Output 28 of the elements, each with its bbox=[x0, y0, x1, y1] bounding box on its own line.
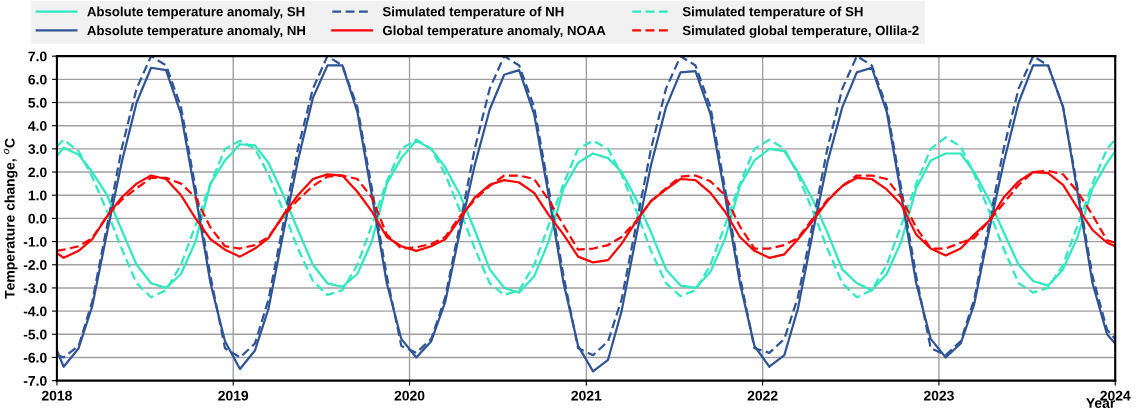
legend-label: Absolute temperature anomaly, SH bbox=[87, 6, 305, 19]
y-tick-label: 0.0 bbox=[28, 213, 47, 224]
y-tick-label: -5.0 bbox=[23, 329, 47, 340]
y-tick-label: -7.0 bbox=[23, 375, 47, 386]
x-tick-label: 2018 bbox=[41, 390, 72, 401]
y-tick-label: -2.0 bbox=[23, 260, 47, 270]
legend-label: Global temperature anomaly, NOAA bbox=[382, 25, 606, 38]
y-tick-label: -3.0 bbox=[23, 283, 47, 294]
y-tick-label: -4.0 bbox=[23, 306, 47, 317]
x-tick-label: 2022 bbox=[747, 390, 778, 401]
y-tick-label: 7.0 bbox=[28, 51, 47, 62]
y-tick-label: 2.0 bbox=[28, 167, 47, 178]
y-tick-label: 3.0 bbox=[28, 144, 47, 155]
y-axis-title: Temperature change, $^{o}$C bbox=[3, 138, 18, 299]
y-tick-label: 5.0 bbox=[28, 97, 47, 108]
y-tick-label: 4.0 bbox=[28, 121, 47, 131]
y-tick-label: -6.0 bbox=[23, 352, 47, 363]
x-tick-label: 2021 bbox=[571, 390, 602, 401]
legend-label: Absolute temperature anomaly, NH bbox=[87, 25, 306, 38]
y-tick-label: 1.0 bbox=[28, 190, 47, 201]
y-tick-label: -1.0 bbox=[23, 236, 47, 247]
x-tick-label: 2023 bbox=[923, 390, 954, 401]
legend-label: Simulated global temperature, Ollila-2 bbox=[682, 25, 919, 38]
legend-label: Simulated temperature of SH bbox=[682, 6, 863, 19]
x-tick-label: 2020 bbox=[394, 390, 425, 401]
x-tick-label: 2019 bbox=[218, 390, 249, 401]
y-tick-label: 6.0 bbox=[28, 74, 47, 85]
legend-label: Simulated temperature of NH bbox=[382, 6, 564, 19]
